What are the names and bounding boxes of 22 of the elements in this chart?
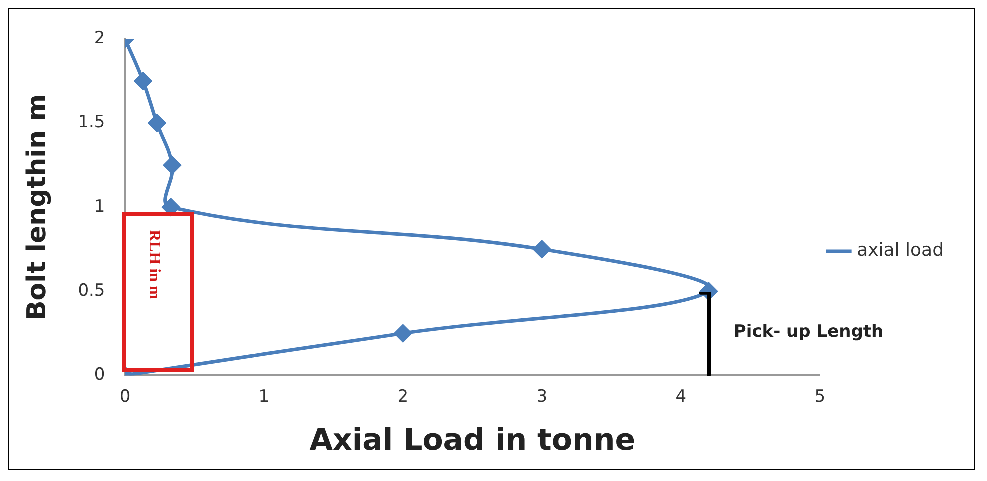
y-tick-label: 0 <box>94 365 106 386</box>
y-tick-label: 1.5 <box>78 112 106 133</box>
x-tick-label: 3 <box>536 387 548 408</box>
x-tick-label: 2 <box>398 387 409 408</box>
y-tick-label: 0.5 <box>78 280 106 301</box>
x-tick-label: 4 <box>676 387 687 408</box>
annotation: Pick- up Length <box>734 322 884 342</box>
y-tick-label: 1 <box>94 196 106 217</box>
point <box>394 324 412 342</box>
x-tick-label: 0 <box>120 387 131 408</box>
point <box>162 198 180 216</box>
y-tick-label: 2 <box>94 28 106 49</box>
legend-label: axial load <box>857 240 944 262</box>
point <box>148 114 166 132</box>
point <box>164 156 182 174</box>
annotation: RLH in m <box>145 230 164 300</box>
y-axis-title: Bolt lengthin m <box>22 94 52 321</box>
x-tick-label: 1 <box>258 387 270 408</box>
point <box>134 72 152 90</box>
x-axis-title: Axial Load in tonne <box>310 422 636 458</box>
x-tick-label: 5 <box>814 387 826 408</box>
point <box>533 240 551 258</box>
